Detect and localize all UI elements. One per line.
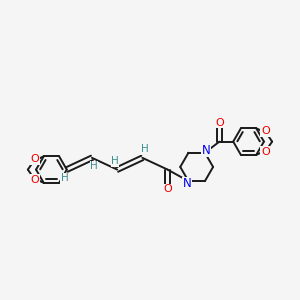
Text: H: H [90,161,98,171]
Text: O: O [163,184,172,194]
Text: O: O [30,175,39,185]
Text: H: H [61,173,68,183]
Text: O: O [261,147,270,157]
Text: O: O [215,118,224,128]
Text: N: N [202,144,211,157]
Text: H: H [111,156,119,166]
Text: O: O [30,154,39,164]
Text: H: H [141,144,148,154]
Text: N: N [183,177,191,190]
Text: O: O [261,127,270,136]
